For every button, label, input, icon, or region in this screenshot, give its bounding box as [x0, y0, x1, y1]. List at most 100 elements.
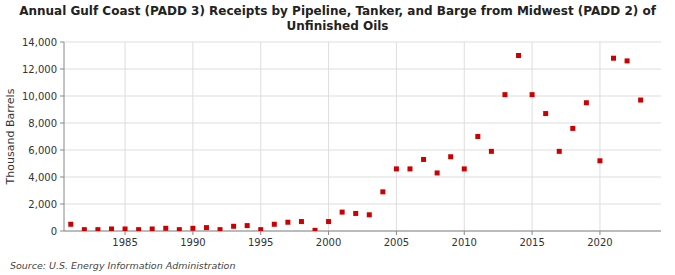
y-tick-label: 6,000: [28, 145, 57, 156]
point: [313, 228, 318, 231]
x-tick: [260, 231, 261, 235]
points: [68, 53, 643, 231]
point: [475, 134, 480, 139]
x-tick: [599, 231, 600, 235]
y-grid-line: [64, 42, 661, 43]
point: [353, 211, 358, 216]
point: [82, 227, 87, 231]
x-grid-line: [396, 42, 397, 231]
point: [557, 149, 562, 154]
y-tick: [60, 231, 64, 232]
point: [625, 58, 630, 63]
x-tick: [328, 231, 329, 235]
y-tick-label: 8,000: [28, 118, 57, 129]
point: [150, 226, 155, 231]
point: [611, 56, 616, 61]
x-grid-line: [328, 42, 329, 231]
title-line: Unfinished Oils: [287, 19, 389, 33]
x-tick-label: 2010: [452, 237, 477, 248]
point: [638, 98, 643, 103]
y-tick-label: 10,000: [22, 91, 57, 102]
y-grid-line: [64, 69, 661, 70]
point: [489, 149, 494, 154]
y-tick: [60, 42, 64, 43]
point: [218, 227, 223, 231]
x-tick: [396, 231, 397, 235]
point: [570, 126, 575, 131]
x-tick: [464, 231, 465, 235]
x-grid-line: [125, 42, 126, 231]
y-axis-label: Thousand Barrels: [4, 88, 17, 185]
point: [231, 224, 236, 229]
y-tick: [60, 69, 64, 70]
point: [502, 92, 507, 97]
x-tick-label: 1990: [180, 237, 205, 248]
x-tick-label: 2005: [384, 237, 409, 248]
axes: 0 2,000 4,000 6,000 8,000 10,000 12,000 14,000 1…: [22, 37, 661, 249]
point: [530, 92, 535, 97]
point: [245, 223, 250, 228]
y-tick: [60, 123, 64, 124]
y-tick-label: 14,000: [22, 37, 57, 48]
point: [95, 227, 100, 231]
x-tick-label: 2020: [587, 237, 612, 248]
point: [204, 225, 209, 230]
x-tick: [125, 231, 126, 235]
point: [272, 222, 277, 227]
x-grid-line: [464, 42, 465, 231]
point: [123, 226, 128, 231]
x-tick-label: 2000: [316, 237, 341, 248]
point: [380, 189, 385, 194]
point: [584, 100, 589, 105]
point: [285, 220, 290, 225]
point: [68, 222, 73, 227]
x-tick: [532, 231, 533, 235]
point: [190, 226, 195, 231]
y-grid-line: [64, 150, 661, 151]
x-tick-label: 2015: [519, 237, 544, 248]
title-line: Annual Gulf Coast (PADD 3) Receipts by P…: [19, 4, 657, 18]
title: Annual Gulf Coast (PADD 3) Receipts by P…: [19, 4, 657, 33]
x-grid-line: [532, 42, 533, 231]
x-tick-label: 1985: [112, 237, 137, 248]
point: [543, 111, 548, 116]
y-tick-label: 12,000: [22, 64, 57, 75]
point: [435, 170, 440, 175]
y-tick-label: 2,000: [28, 199, 57, 210]
y-tick: [60, 96, 64, 97]
x-grid-line: [192, 42, 193, 231]
x-grid-line: [260, 42, 261, 231]
y-tick-label: 0: [51, 226, 57, 237]
point: [597, 158, 602, 163]
y-grid-line: [64, 204, 661, 205]
point: [163, 226, 168, 231]
point: [299, 219, 304, 224]
point: [340, 210, 345, 215]
point: [109, 226, 114, 231]
y-tick: [60, 177, 64, 178]
point: [421, 157, 426, 162]
x-grid-line: [599, 42, 600, 231]
point: [516, 53, 521, 58]
y-tick: [60, 150, 64, 151]
y-axis-line: [64, 42, 65, 231]
grid: [64, 42, 661, 231]
y-tick: [60, 204, 64, 205]
point: [326, 219, 331, 224]
point: [136, 227, 141, 231]
x-tick-label: 1995: [248, 237, 273, 248]
y-grid-line: [64, 96, 661, 97]
point: [394, 166, 399, 171]
chart: Annual Gulf Coast (PADD 3) Receipts by P…: [0, 0, 675, 275]
point: [462, 166, 467, 171]
annotation: Source: U.S. Energy Information Administ…: [10, 260, 235, 271]
y-grid-line: [64, 177, 661, 178]
point: [407, 166, 412, 171]
point: [258, 227, 263, 231]
x-tick: [192, 231, 193, 235]
point: [367, 212, 372, 217]
y-grid-line: [64, 123, 661, 124]
point: [177, 227, 182, 231]
y-tick-label: 4,000: [28, 172, 57, 183]
point: [448, 154, 453, 159]
